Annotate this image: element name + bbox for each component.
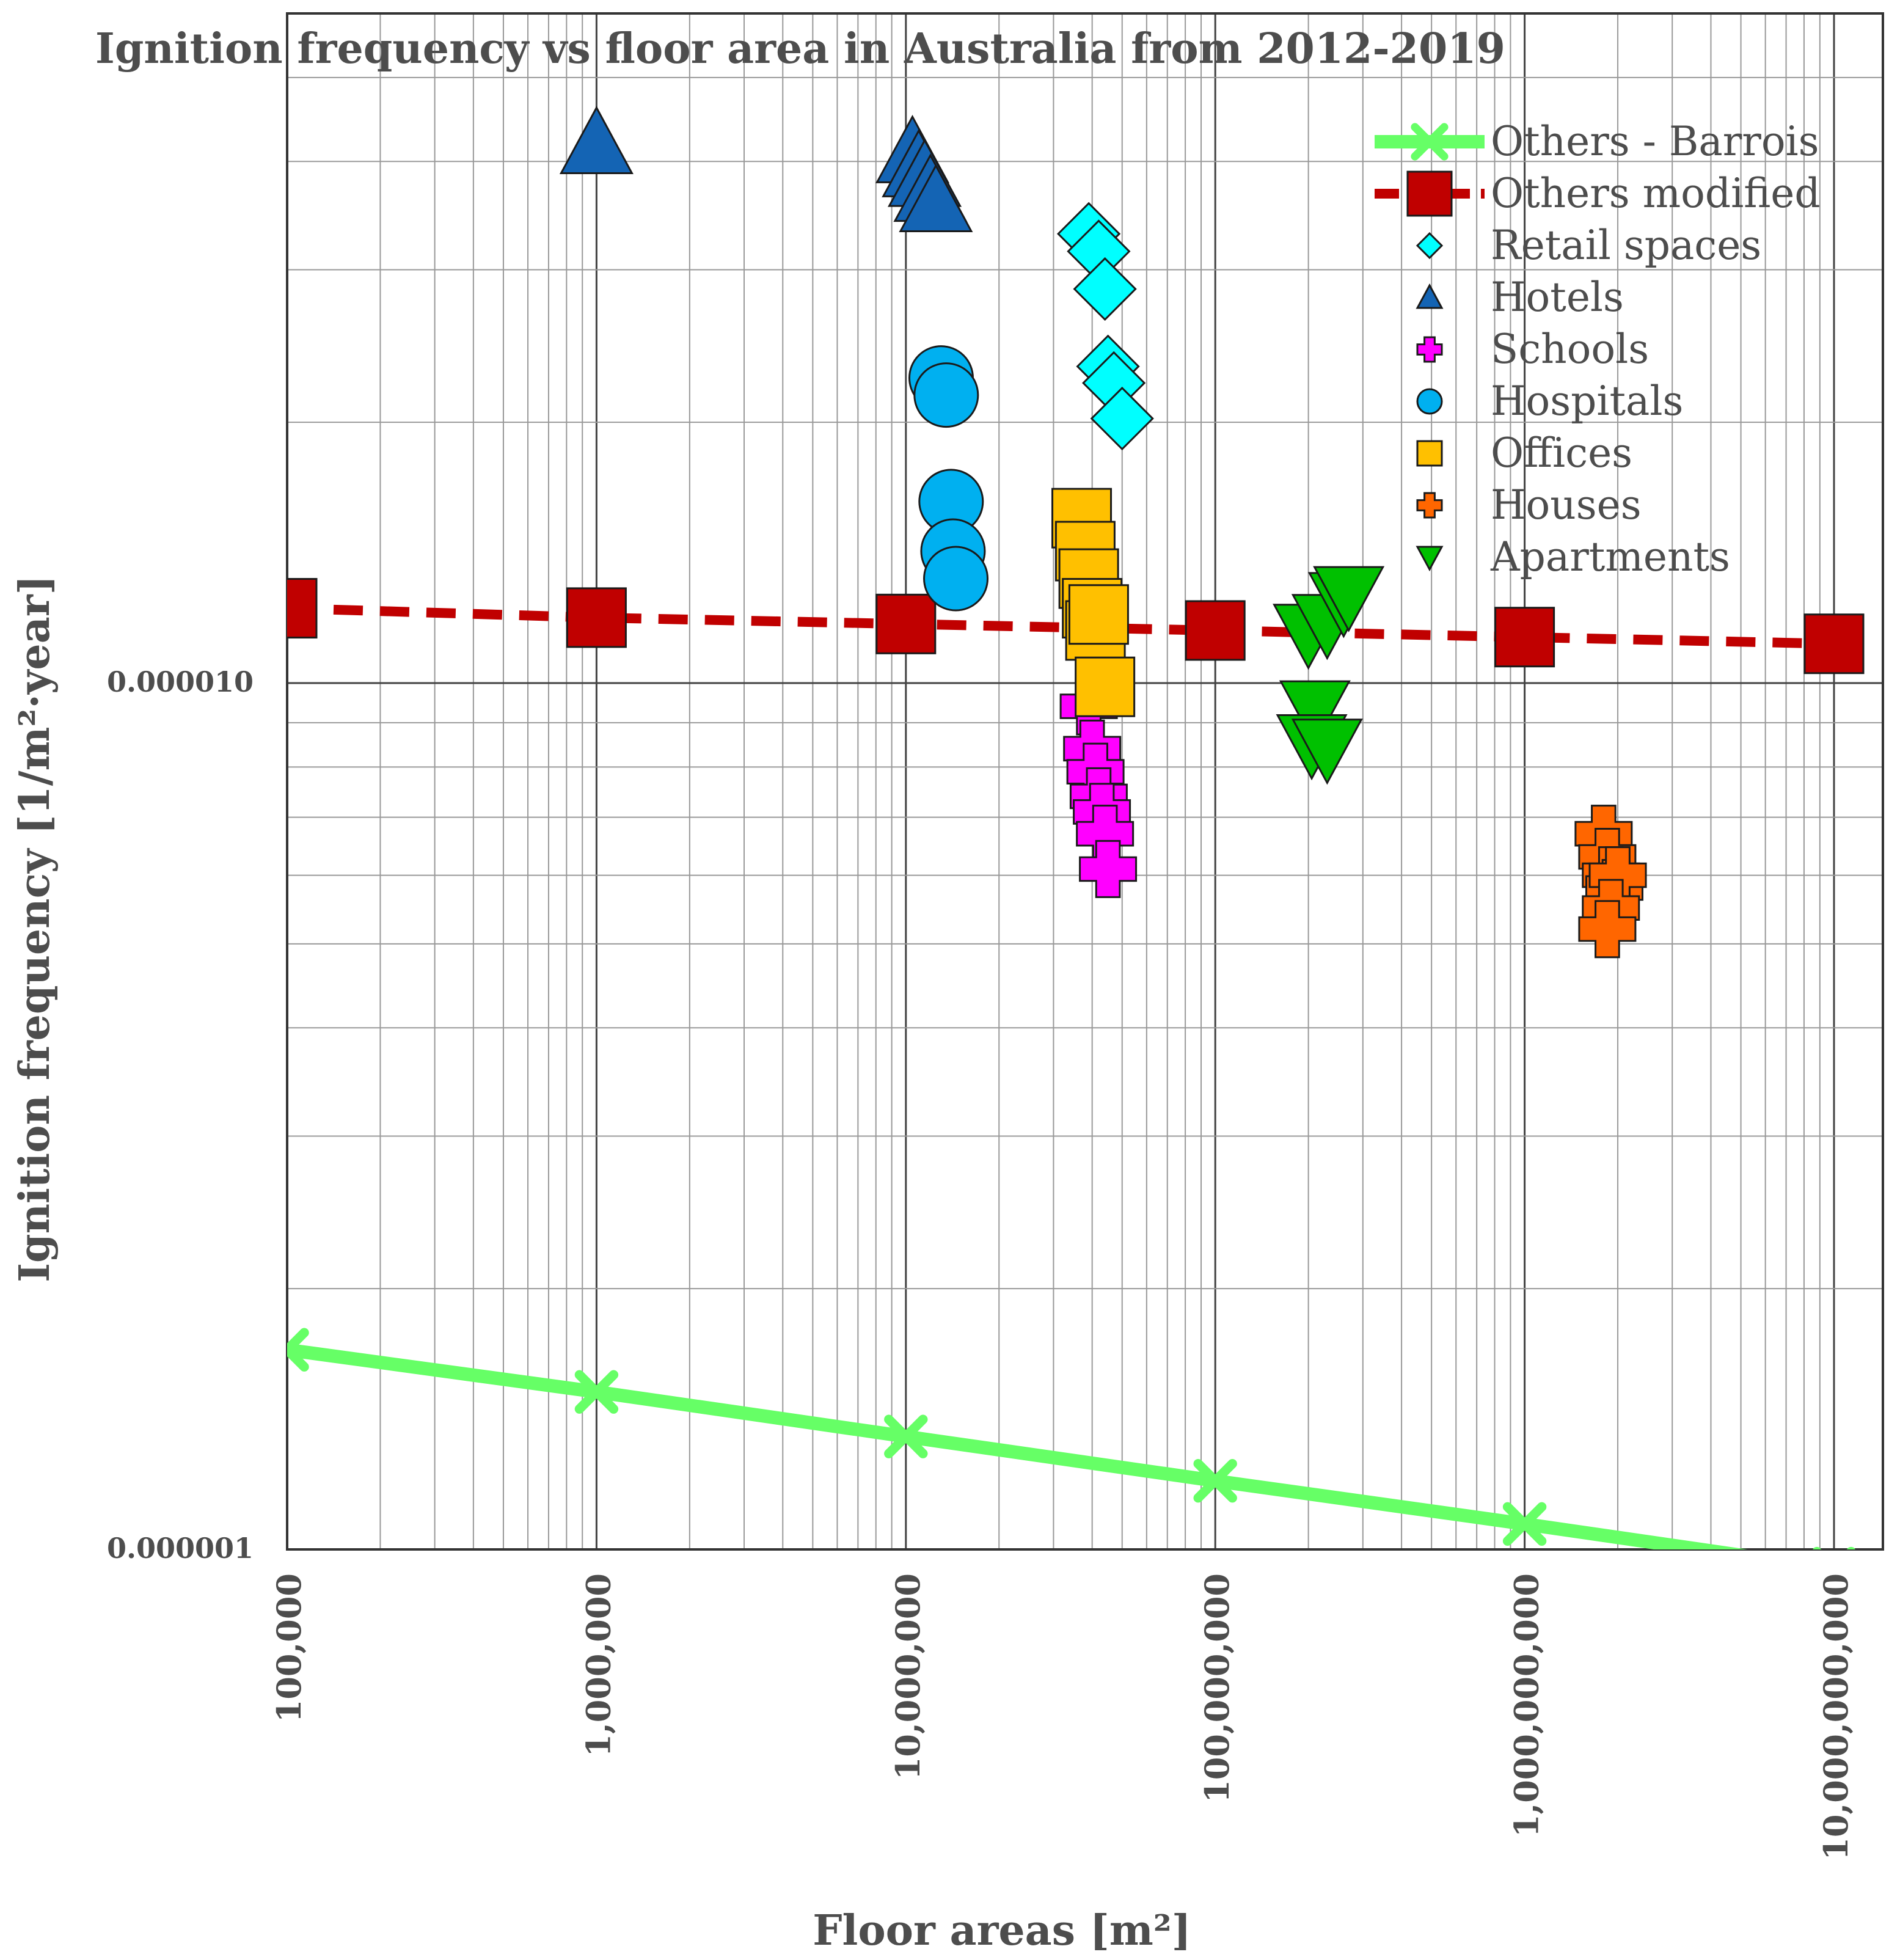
series-apartments [1273, 566, 1385, 785]
x-tick-label: 1,000,000 [579, 1573, 618, 1757]
series-houses [1574, 805, 1647, 959]
legend-marker [1411, 123, 1449, 161]
data-point-hotels [559, 106, 634, 175]
series-retail-spaces [1056, 202, 1154, 451]
legend-label: Hospitals [1491, 378, 1683, 425]
legend-label: Others - Barrois [1491, 118, 1819, 165]
data-point-others-barrois [287, 1328, 309, 1372]
y-axis-ticks: 0.000001 0.000010 [107, 665, 254, 1565]
data-point-hospitals [913, 362, 979, 428]
legend-label: Houses [1491, 481, 1642, 528]
legend-marker [1416, 546, 1444, 572]
x-axis-ticks: 100,000 1,000,000 10,000,000 100,000,000 1,0… [269, 1573, 1855, 1860]
legend-label: Others modified [1491, 170, 1821, 217]
data-point-houses [1578, 900, 1637, 959]
x-tick-label: 10,000,000,000 [1816, 1573, 1855, 1860]
data-point-others-modified [566, 587, 627, 648]
series-hospitals [908, 345, 989, 612]
legend-label: Hotels [1491, 274, 1624, 321]
legend-item-hotels: Hotels [1416, 274, 1624, 321]
legend-marker [1416, 440, 1443, 467]
x-axis-title: Floor areas [m²] [813, 1906, 1191, 1955]
plot-frame [286, 12, 1884, 1551]
data-point-apartments [1313, 566, 1385, 632]
legend-label: Schools [1491, 326, 1649, 373]
series-line-others-barrois [287, 1343, 1748, 1549]
series-hotels [559, 106, 973, 232]
data-point-others-barrois [1193, 1459, 1237, 1503]
legend-label: Offices [1491, 430, 1632, 477]
series-offices [1051, 488, 1136, 717]
plot-series-group [287, 106, 1865, 1549]
data-point-schools [1079, 839, 1138, 898]
y-tick-label: 0.000010 [107, 665, 254, 698]
legend: Others - Barrois Others modified Retail sp… [1375, 118, 1821, 580]
data-point-others-barrois [884, 1414, 928, 1458]
grid-lines [286, 13, 1883, 1551]
legend-item-hospitals: Hospitals [1416, 378, 1683, 425]
data-point-others-modified [1803, 613, 1865, 675]
legend-label: Apartments [1490, 533, 1730, 580]
data-point-offices [1068, 584, 1129, 645]
legend-item-retail-spaces: Retail spaces [1416, 222, 1761, 269]
y-tick-label: 0.000001 [107, 1532, 254, 1565]
data-point-others-modified [1185, 600, 1246, 661]
data-point-retail-spaces [1073, 257, 1137, 321]
legend-item-others-barrois: Others - Barrois [1375, 118, 1819, 165]
legend-marker [1416, 492, 1443, 519]
series-others-modified [287, 578, 1865, 675]
series-line-others-modified [287, 603, 1835, 649]
legend-marker [1416, 232, 1444, 260]
x-tick-label: 1,000,000,000 [1507, 1573, 1546, 1837]
series-others-barrois [287, 1328, 1855, 1549]
data-point-retail-spaces [1090, 386, 1154, 451]
data-point-hotels [899, 164, 973, 232]
data-point-hospitals [923, 546, 989, 612]
data-point-apartments [1291, 719, 1363, 785]
legend-item-others-modified: Others modified [1375, 170, 1821, 217]
x-tick-label: 10,000,000 [888, 1573, 927, 1780]
data-point-others-modified [287, 578, 318, 639]
data-point-offices [1075, 656, 1136, 717]
legend-marker [1416, 388, 1443, 415]
legend-item-houses: Houses [1416, 481, 1642, 528]
legend-marker [1416, 283, 1444, 309]
data-point-apartments [1279, 680, 1351, 747]
legend-item-schools: Schools [1416, 326, 1649, 373]
y-axis-title: Ignition frequency [1/m²·year] [10, 575, 59, 1282]
data-point-others-barrois [1502, 1502, 1547, 1546]
data-point-others-modified [875, 593, 937, 654]
chart-title: Ignition frequency vs floor area in Aust… [95, 24, 1505, 73]
x-tick-label: 100,000,000 [1197, 1573, 1237, 1803]
legend-item-apartments: Apartments [1416, 533, 1730, 580]
legend-item-offices: Offices [1416, 430, 1632, 477]
data-point-others-modified [1494, 607, 1555, 668]
legend-marker [1406, 170, 1453, 217]
legend-marker [1416, 336, 1443, 363]
data-point-others-barrois [574, 1370, 619, 1414]
plot-area [287, 106, 1865, 1549]
legend-label: Retail spaces [1491, 222, 1761, 269]
x-tick-label: 100,000 [269, 1573, 309, 1722]
